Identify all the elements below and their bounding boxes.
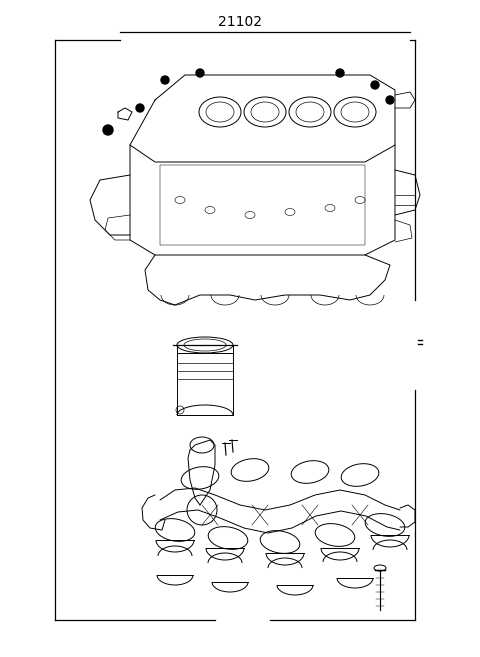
Text: 21102: 21102 (218, 15, 262, 29)
Circle shape (196, 69, 204, 77)
Circle shape (371, 81, 379, 89)
Circle shape (103, 125, 113, 135)
Circle shape (336, 69, 344, 77)
Circle shape (386, 96, 394, 104)
Circle shape (161, 76, 169, 84)
Circle shape (136, 104, 144, 112)
